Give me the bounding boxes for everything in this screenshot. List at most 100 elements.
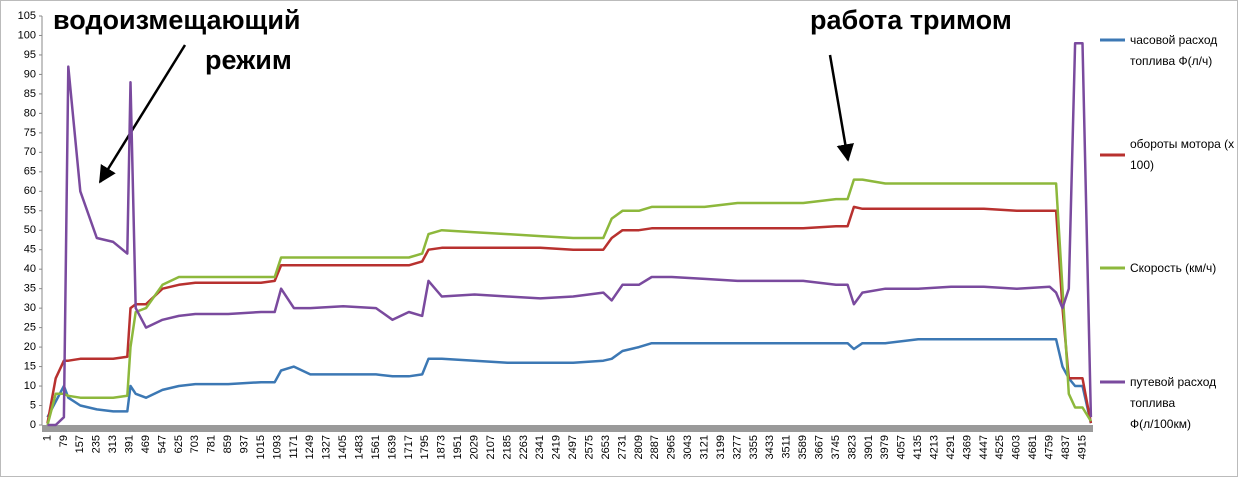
legend-label: часовой расход топлива Ф(л/ч) (1130, 32, 1218, 68)
x-tick-label: 4057 (896, 435, 908, 459)
x-tick-label: 1561 (370, 435, 382, 459)
x-tick-label: 1717 (403, 435, 415, 459)
x-tick-label: 3589 (797, 435, 809, 459)
series-line (46, 178, 1092, 426)
y-tick-label: 65 (24, 166, 36, 178)
x-tick-label: 4447 (978, 435, 990, 459)
x-tick-label: 1327 (321, 435, 333, 459)
annotation: работа тримом (810, 5, 1012, 35)
y-tick-label: 70 (24, 146, 36, 158)
x-tick-label: 625 (173, 435, 185, 453)
x-tick-label: 2419 (551, 435, 563, 459)
legend-label: путевой расход топлива Ф(л/100км) (1130, 374, 1217, 431)
x-axis-band (42, 425, 1093, 432)
x-tick-label: 469 (140, 435, 152, 453)
x-tick-label: 4525 (994, 435, 1006, 459)
x-tick-label: 4213 (929, 435, 941, 459)
x-tick-label: 4915 (1076, 435, 1088, 459)
x-tick-label: 2497 (567, 435, 579, 459)
y-tick-label: 5 (30, 399, 36, 411)
y-tick-label: 45 (24, 244, 36, 256)
x-tick-label: 2341 (534, 435, 546, 459)
x-tick-label: 2107 (485, 435, 497, 459)
annotation: режим (205, 45, 292, 75)
x-tick-label: 2887 (649, 435, 661, 459)
x-tick-label: 3121 (699, 435, 711, 459)
y-tick-label: 90 (24, 68, 36, 80)
arrow (828, 54, 854, 162)
x-tick-label: 1483 (354, 435, 366, 459)
x-tick-label: 3511 (781, 435, 793, 459)
x-tick-label: 313 (107, 435, 119, 453)
x-tick-label: 4135 (912, 435, 924, 459)
y-tick-label: 105 (18, 10, 36, 22)
x-tick-label: 4291 (945, 435, 957, 459)
series-line (47, 42, 1093, 427)
x-tick-label: 1 (41, 435, 53, 441)
x-tick-label: 1405 (337, 435, 349, 459)
x-tick-label: 2809 (633, 435, 645, 459)
x-tick-label: 1951 (452, 435, 464, 459)
x-tick-label: 3433 (764, 435, 776, 459)
y-tick-label: 20 (24, 341, 36, 353)
legend-label: обороты мотора (х 100) (1130, 137, 1235, 172)
y-tick-label: 30 (24, 302, 36, 314)
x-tick-label: 3979 (879, 435, 891, 459)
x-tick-label: 1639 (386, 435, 398, 459)
x-tick-label: 3823 (846, 435, 858, 459)
x-tick-label: 4681 (1027, 435, 1039, 459)
y-tick-label: 25 (24, 322, 36, 334)
x-tick-label: 1249 (304, 435, 316, 459)
x-tick-label: 1171 (288, 435, 300, 459)
y-tick-label: 50 (24, 224, 36, 236)
x-tick-label: 2731 (616, 435, 628, 459)
x-tick-label: 4837 (1060, 435, 1072, 459)
arrow (98, 44, 187, 184)
x-tick-label: 937 (239, 435, 251, 453)
series-line (46, 205, 1093, 424)
annotation: водоизмещающий (53, 5, 301, 35)
y-tick-label: 100 (18, 29, 36, 41)
x-tick-label: 2653 (600, 435, 612, 459)
y-tick-label: 75 (24, 127, 36, 139)
x-tick-label: 79 (58, 435, 70, 447)
x-tick-label: 1873 (436, 435, 448, 459)
y-tick-label: 35 (24, 283, 36, 295)
y-tick-label: 15 (24, 360, 36, 372)
y-tick-label: 80 (24, 107, 36, 119)
y-tick-label: 40 (24, 263, 36, 275)
x-tick-label: 2185 (501, 435, 513, 459)
x-tick-label: 1093 (271, 435, 283, 459)
x-tick-label: 3355 (748, 435, 760, 459)
x-tick-label: 4759 (1044, 435, 1056, 459)
x-tick-label: 2029 (469, 435, 481, 459)
x-tick-label: 781 (206, 435, 218, 453)
x-tick-label: 859 (222, 435, 234, 453)
x-tick-label: 547 (156, 435, 168, 453)
x-tick-label: 2575 (584, 435, 596, 459)
y-tick-label: 55 (24, 205, 36, 217)
x-tick-label: 157 (74, 435, 86, 453)
x-tick-label: 3745 (830, 435, 842, 459)
x-tick-label: 391 (124, 435, 136, 453)
x-tick-label: 4369 (961, 435, 973, 459)
y-tick-label: 60 (24, 185, 36, 197)
x-tick-label: 1015 (255, 435, 267, 459)
x-tick-label: 3901 (863, 435, 875, 459)
y-tick-label: 95 (24, 49, 36, 61)
x-tick-label: 3277 (731, 435, 743, 459)
x-tick-label: 2263 (518, 435, 530, 459)
x-tick-label: 235 (91, 435, 103, 453)
x-tick-label: 703 (189, 435, 201, 453)
x-tick-label: 4603 (1011, 435, 1023, 459)
series-line (46, 338, 1093, 424)
legend-label: Скорость (км/ч) (1130, 260, 1217, 275)
x-tick-label: 3667 (814, 435, 826, 459)
x-tick-label: 3043 (682, 435, 694, 459)
y-tick-label: 10 (24, 380, 36, 392)
y-tick-label: 85 (24, 88, 36, 100)
y-tick-label: 0 (30, 419, 36, 431)
